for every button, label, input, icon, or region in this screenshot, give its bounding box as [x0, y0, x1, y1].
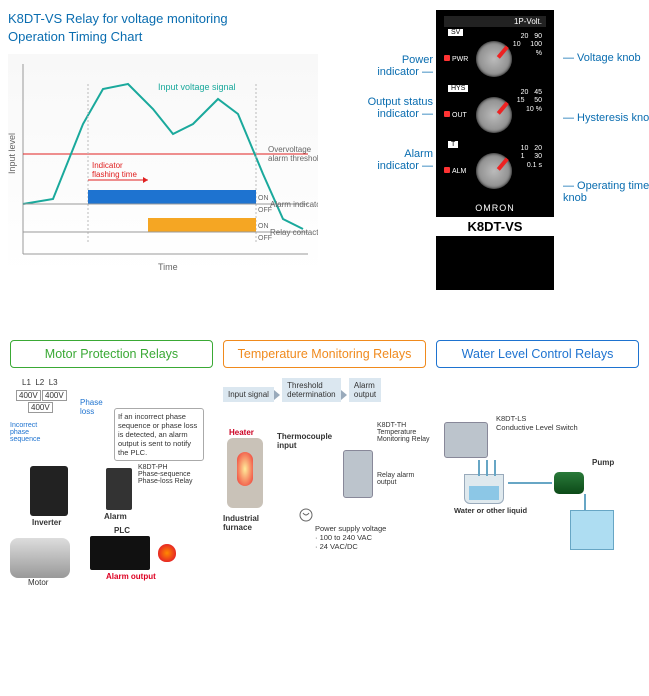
x-axis-label: Time [158, 262, 178, 272]
card-title-temperature: Temperature Monitoring Relays [223, 340, 426, 368]
device-panel: 1P-Volt. SV PWR 20 9010 100%HYS OUT 20 4… [436, 10, 554, 290]
card-water: Water Level Control Relays K8DT-LS Condu… [436, 340, 639, 578]
device-brand: OMRON [444, 203, 546, 213]
plc-icon [90, 536, 150, 570]
device-header: 1P-Volt. [444, 16, 546, 27]
liquid-cup-icon [464, 474, 504, 504]
knob[interactable] [476, 153, 512, 189]
svg-text:ON: ON [258, 195, 269, 202]
timing-chart-section: K8DT-VS Relay for voltage monitoring Ope… [8, 10, 341, 290]
callout-right: — Hysteresis knob [563, 112, 649, 124]
y-axis-label: Input level [8, 133, 17, 174]
alarm-lamp-icon [158, 544, 176, 562]
note-box: If an incorrect phase sequence or phase … [114, 408, 204, 461]
device-panel-section: 1P-Volt. SV PWR 20 9010 100%HYS OUT 20 4… [341, 10, 641, 290]
temp-relay-icon [343, 450, 373, 498]
flash-label: Indicatorflashing time [92, 161, 137, 179]
svg-text:ON: ON [258, 223, 269, 230]
callout-left: Alarmindicator — [341, 148, 433, 172]
card-body-water: K8DT-LS Conductive Level Switch Water or… [436, 378, 639, 578]
callout-right: — Operating timeknob [563, 180, 649, 204]
motor-icon [10, 538, 70, 578]
timing-chart: Input level Time Overvoltagealarm thresh… [8, 54, 318, 274]
alarm-indicator-label: Alarm indicator [270, 200, 318, 209]
card-title-water: Water Level Control Relays [436, 340, 639, 368]
chart-title-line2: Operation Timing Chart [8, 29, 142, 44]
card-motor: Motor Protection Relays L1 L2 L3 400V 40… [10, 340, 213, 578]
inverter-icon [30, 466, 68, 516]
callout-left: Powerindicator — [341, 54, 433, 78]
relay-contacts-label: Relay contacts [270, 228, 318, 237]
card-title-motor: Motor Protection Relays [10, 340, 213, 368]
card-temperature: Temperature Monitoring Relays Input sign… [223, 340, 426, 578]
furnace-icon [227, 438, 263, 508]
chart-title: K8DT-VS Relay for voltage monitoring Ope… [8, 10, 341, 46]
device-row: SV PWR 20 9010 100% [444, 31, 546, 87]
callout-right: — Voltage knob [563, 52, 641, 64]
callout-left: Output statusindicator — [341, 96, 433, 120]
device-model: K8DT-VS [436, 217, 554, 236]
curve-label: Input voltage signal [158, 82, 236, 92]
knob[interactable] [476, 97, 512, 133]
device-row: HYS OUT 20 4515 5010 % [444, 87, 546, 143]
pump-icon [554, 472, 584, 494]
card-body-motor: L1 L2 L3 400V 400V 400V Phase loss Incor… [10, 378, 213, 578]
device-row: T ALM 10 201 300.1 s [444, 143, 546, 199]
knob[interactable] [476, 41, 512, 77]
chart-title-line1: K8DT-VS Relay for voltage monitoring [8, 11, 228, 26]
threshold-label: Overvoltagealarm threshold [268, 145, 318, 163]
level-relay-icon [444, 422, 488, 458]
card-body-temperature: Input signal Threshold determination Ala… [223, 378, 426, 578]
tank-icon [570, 510, 614, 550]
relay-icon [106, 468, 132, 510]
